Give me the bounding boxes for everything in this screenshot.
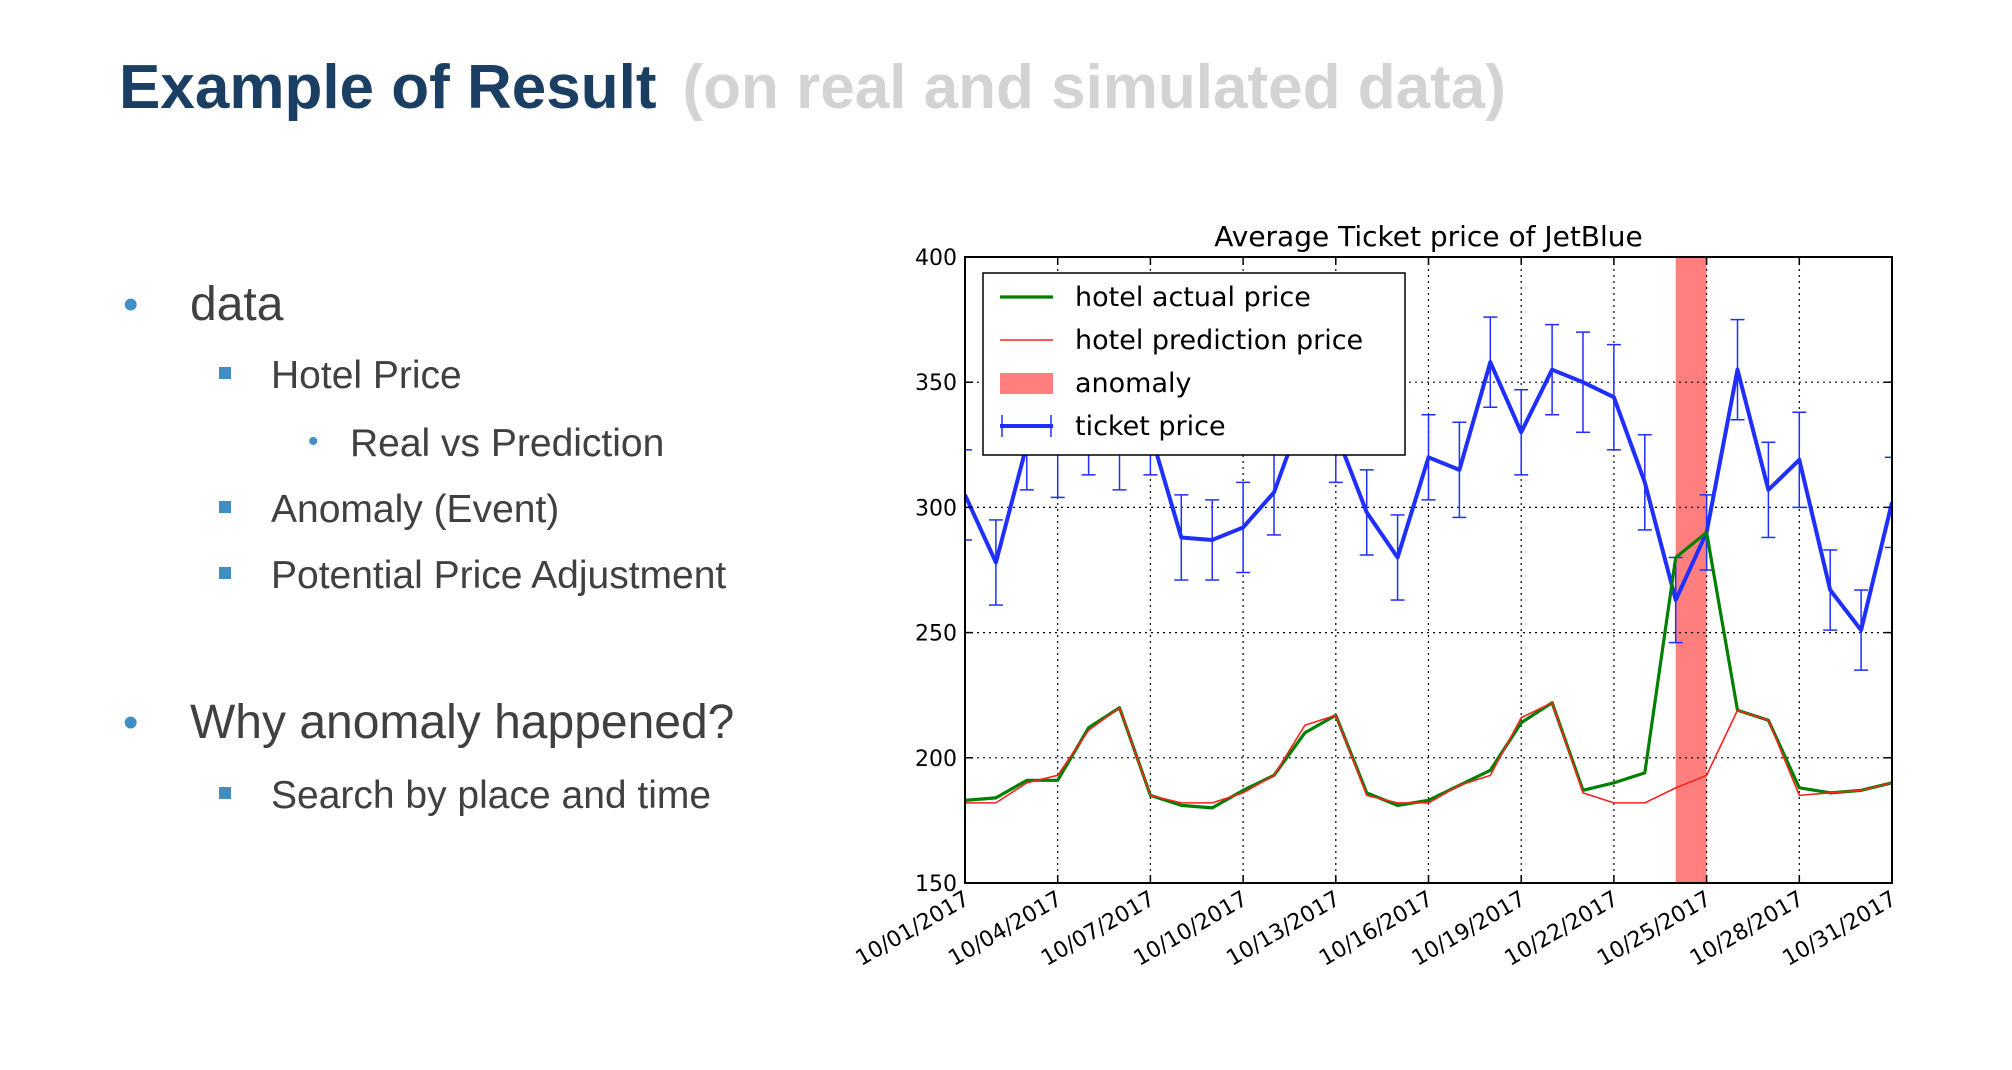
bullet-data: • data xyxy=(123,276,284,334)
bullet-real-vs-prediction: • Real vs Prediction xyxy=(308,420,665,468)
bullet-text: Anomaly (Event) xyxy=(271,488,560,531)
series-hotel-prediction-price xyxy=(965,701,1892,804)
chart-title: Average Ticket price of JetBlue xyxy=(1214,220,1643,253)
bullet-potential-adjustment: Potential Price Adjustment xyxy=(219,552,727,600)
bullet-text: Real vs Prediction xyxy=(350,422,665,465)
bullet-why-anomaly: • Why anomaly happened? xyxy=(123,694,735,752)
bullet-dot-icon: • xyxy=(308,425,319,458)
bullet-text: Hotel Price xyxy=(271,354,462,397)
bullet-search-place-time: Search by place and time xyxy=(219,772,712,820)
y-tick-label: 150 xyxy=(915,872,957,897)
bullet-text: Search by place and time xyxy=(271,774,712,817)
bullet-dot-icon: • xyxy=(123,280,139,329)
square-bullet-icon xyxy=(219,787,231,799)
slide-title-main: Example of Result xyxy=(119,53,657,122)
bullet-dot-icon: • xyxy=(123,698,139,747)
bullet-text: Potential Price Adjustment xyxy=(271,554,727,597)
square-bullet-icon xyxy=(219,501,231,513)
bullet-text: Why anomaly happened? xyxy=(190,696,735,749)
y-tick-label: 200 xyxy=(915,747,957,772)
slide-title: Example of Result (on real and simulated … xyxy=(119,50,1506,126)
legend-label: anomaly xyxy=(1075,368,1192,399)
legend-label: hotel actual price xyxy=(1075,282,1311,313)
y-tick-label: 400 xyxy=(915,246,957,271)
bullet-hotel-price: Hotel Price xyxy=(219,352,462,400)
square-bullet-icon xyxy=(219,367,231,379)
slide-subtitle: (on real and simulated data) xyxy=(682,53,1506,122)
legend-box xyxy=(982,272,1406,456)
y-tick-label: 350 xyxy=(915,371,957,396)
y-tick-label: 250 xyxy=(915,622,957,647)
legend-swatch-anomaly xyxy=(1000,373,1053,394)
bullet-anomaly-event: Anomaly (Event) xyxy=(219,486,560,534)
y-tick-label: 300 xyxy=(915,496,957,521)
legend-label: hotel prediction price xyxy=(1075,325,1363,356)
legend-label: ticket price xyxy=(1075,411,1226,442)
square-bullet-icon xyxy=(219,567,231,579)
bullet-text: data xyxy=(190,278,284,331)
